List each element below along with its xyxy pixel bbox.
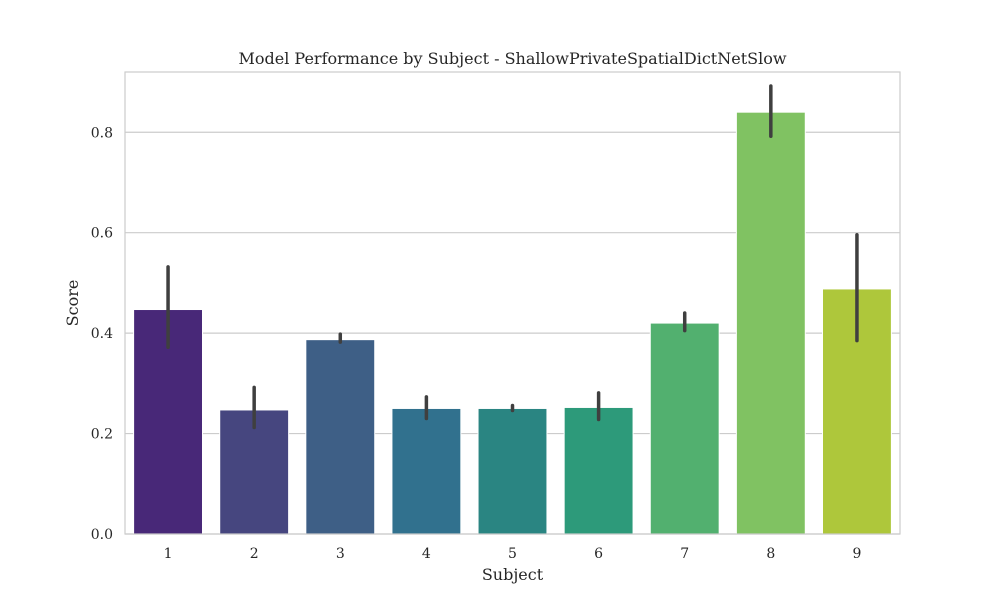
- x-tick-label: 5: [508, 546, 517, 562]
- y-tick-labels: 0.0 0.2 0.4 0.6 0.8: [91, 125, 113, 543]
- y-axis-label: Score: [63, 280, 82, 327]
- bar-subject-5: [477, 407, 548, 535]
- y-tick-label: 0.6: [91, 226, 113, 242]
- x-tick-label: 6: [594, 546, 603, 562]
- x-tick-label: 4: [422, 546, 431, 562]
- x-tick-label: 9: [852, 546, 861, 562]
- bar-subject-8: [735, 111, 806, 535]
- x-tick-label: 1: [164, 546, 173, 562]
- error-bars: [166, 84, 859, 430]
- plot-frame: [124, 71, 901, 535]
- y-tick-label: 0.8: [91, 125, 113, 141]
- bar-subject-7: [649, 322, 720, 535]
- bar-subject-3: [305, 339, 376, 535]
- bar-subject-6: [563, 406, 634, 535]
- x-tick-label: 8: [766, 546, 775, 562]
- x-axis-label: Subject: [482, 565, 544, 584]
- x-tick-label: 2: [250, 546, 259, 562]
- y-tick-label: 0.0: [91, 527, 113, 543]
- bar-subject-2: [219, 409, 290, 535]
- bar-subject-4: [391, 407, 462, 535]
- bars: [133, 111, 892, 535]
- y-tick-label: 0.2: [91, 427, 113, 443]
- chart-title: Model Performance by Subject - ShallowPr…: [238, 49, 786, 68]
- x-tick-label: 3: [336, 546, 345, 562]
- x-tick-label: 7: [680, 546, 689, 562]
- x-tick-labels: 1 2 3 4 5 6 7 8 9: [164, 546, 862, 562]
- y-tick-label: 0.4: [91, 326, 113, 342]
